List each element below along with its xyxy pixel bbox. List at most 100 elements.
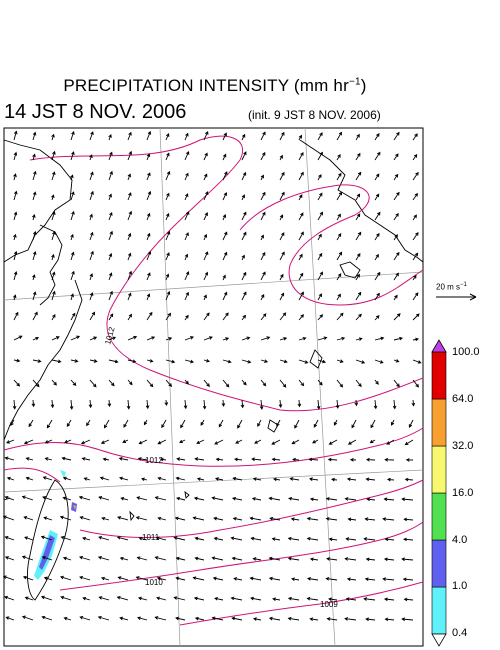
wind-vector xyxy=(25,457,34,461)
wind-vector xyxy=(127,359,137,364)
wind-vector xyxy=(60,595,72,601)
wind-vector xyxy=(108,211,113,221)
wind-vector xyxy=(328,537,338,542)
wind-vector xyxy=(312,439,319,444)
wind-vector xyxy=(393,313,401,321)
wind-vector xyxy=(86,419,91,427)
wind-vector xyxy=(393,173,399,181)
wind-vector xyxy=(135,516,148,521)
wind-vector xyxy=(194,457,205,461)
wind-vector xyxy=(127,150,133,161)
wind-vector xyxy=(355,213,361,221)
wind-vector xyxy=(336,273,342,281)
wind-vector xyxy=(268,556,281,561)
wind-vector xyxy=(70,251,75,261)
wind-vector xyxy=(117,576,129,581)
wind-vector xyxy=(298,151,304,161)
wind-vector xyxy=(364,517,376,521)
wind-vector xyxy=(412,192,418,201)
wind-vector xyxy=(202,399,207,410)
wind-vector xyxy=(136,556,148,561)
wind-vector xyxy=(260,336,271,341)
wind-vector xyxy=(404,439,414,446)
wind-vector xyxy=(298,253,303,261)
wind-vector xyxy=(51,271,56,281)
wind-vector xyxy=(412,359,422,364)
wind-vector xyxy=(288,496,300,501)
wind-vector xyxy=(82,596,91,601)
wind-vector xyxy=(241,271,247,281)
wind-vector xyxy=(184,314,189,321)
wind-vector xyxy=(411,399,416,407)
wind-vector xyxy=(13,190,18,201)
wind-vector xyxy=(13,358,21,363)
wind-vector xyxy=(222,359,232,364)
colorbar-segment xyxy=(431,492,447,541)
wind-vector xyxy=(279,273,284,281)
coastlines xyxy=(3,139,424,601)
wind-vector xyxy=(214,477,224,481)
wind-vector xyxy=(336,379,344,388)
wind-vector xyxy=(13,335,23,341)
wind-vector xyxy=(159,457,167,462)
wind-vector xyxy=(89,250,94,261)
wind-vector xyxy=(176,457,186,461)
wind-vector xyxy=(325,497,338,501)
wind-vector xyxy=(211,496,224,501)
wind-vector xyxy=(13,151,18,161)
wind-vector xyxy=(127,131,132,141)
wind-vector xyxy=(108,336,117,341)
wind-vector xyxy=(287,536,300,541)
wind-vector xyxy=(98,596,110,601)
wind-vector xyxy=(241,379,247,386)
coastline-korea-japan xyxy=(299,139,424,263)
wind-vector xyxy=(260,379,267,387)
wind-vector xyxy=(401,557,414,562)
wind-vector xyxy=(347,517,357,522)
wind-vector xyxy=(298,272,304,281)
wind-vector xyxy=(325,517,338,521)
wind-vector xyxy=(165,170,171,181)
wind-vector xyxy=(345,537,357,541)
wind-vector xyxy=(374,315,380,321)
wind-vector xyxy=(146,190,152,201)
wind-vector xyxy=(325,576,338,581)
wind-vector xyxy=(118,456,129,461)
wind-vector xyxy=(203,152,208,161)
wind-vector xyxy=(402,577,414,582)
wind-vector xyxy=(336,251,343,261)
wind-vector xyxy=(203,312,210,321)
wind-vector xyxy=(412,133,418,141)
wind-vector xyxy=(88,399,93,409)
wind-vector xyxy=(393,212,399,221)
wind-vector xyxy=(279,214,284,221)
wind-vector xyxy=(146,311,153,321)
wind-vector xyxy=(116,536,129,541)
wind-vector xyxy=(100,576,110,581)
island xyxy=(184,490,190,499)
wind-vector xyxy=(412,274,417,281)
colorbar-label: 100.0 xyxy=(452,346,480,358)
wind-vector xyxy=(374,292,380,301)
wind-vector xyxy=(317,379,323,386)
wind-vector xyxy=(122,439,129,443)
wind-vector xyxy=(251,497,262,501)
wind-vector xyxy=(138,439,148,445)
wind-vector xyxy=(4,556,15,561)
wind-vector xyxy=(22,575,34,581)
wind-vector xyxy=(50,399,55,409)
wind-vector xyxy=(408,419,414,428)
wind-vector xyxy=(79,555,91,561)
wind-vector xyxy=(241,254,245,261)
wind-vector xyxy=(176,496,186,501)
wind-vector xyxy=(44,439,53,444)
wind-vector xyxy=(260,211,266,221)
wind-vector xyxy=(297,399,302,408)
wind-vector xyxy=(165,133,170,141)
wind-vector xyxy=(6,476,15,481)
wind-vector xyxy=(404,477,414,482)
wind-vector xyxy=(13,211,18,221)
precip-area xyxy=(39,535,55,570)
wind-vector xyxy=(235,439,243,444)
wind-vector xyxy=(373,399,378,410)
